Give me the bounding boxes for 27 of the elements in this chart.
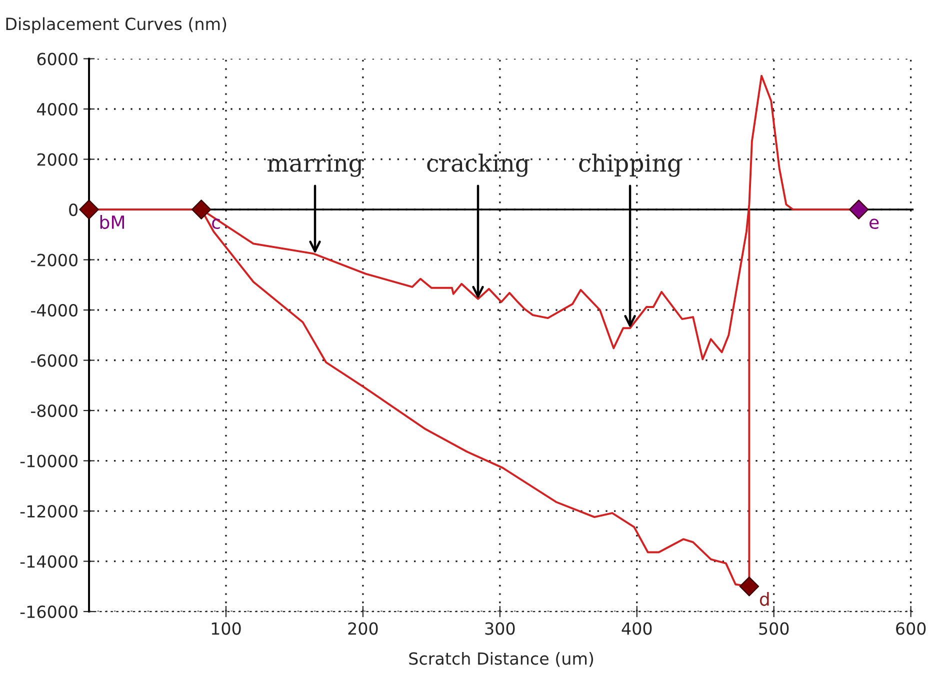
y-tick-label: -8000 (30, 404, 78, 418)
y-axis-title: Displacement Curves (nm) (6, 17, 226, 34)
annotation: d (760, 592, 769, 606)
y-tick-label: 2000 (37, 153, 78, 166)
x-tick-label: 200 (348, 622, 378, 635)
annotation: c (212, 218, 220, 230)
y-tick-label: 4000 (36, 102, 78, 116)
y-tick-label: 6000 (37, 52, 78, 66)
annotation: chipping (579, 154, 682, 177)
annotation: e (870, 218, 879, 230)
y-tick-label: -16000 (20, 605, 78, 618)
annotation: marring (267, 154, 363, 177)
x-tick-label: 500 (759, 622, 789, 635)
x-tick-label: 600 (896, 622, 926, 635)
y-tick-label: -4000 (30, 304, 78, 317)
y-tick-label: -10000 (20, 454, 78, 468)
x-tick-label: 100 (212, 622, 241, 635)
y-tick-label: -6000 (30, 354, 78, 367)
y-tick-label: -2000 (30, 254, 78, 266)
y-tick-label: 0 (69, 203, 78, 216)
y-tick-label: -14000 (20, 555, 78, 568)
y-tick-label: -12000 (20, 504, 78, 518)
annotation: cracking (427, 154, 530, 177)
x-axis-title: Scratch Distance (um) (409, 652, 594, 667)
annotation: bM (100, 215, 124, 230)
x-tick-label: 400 (622, 622, 652, 635)
x-tick-label: 300 (485, 622, 515, 635)
